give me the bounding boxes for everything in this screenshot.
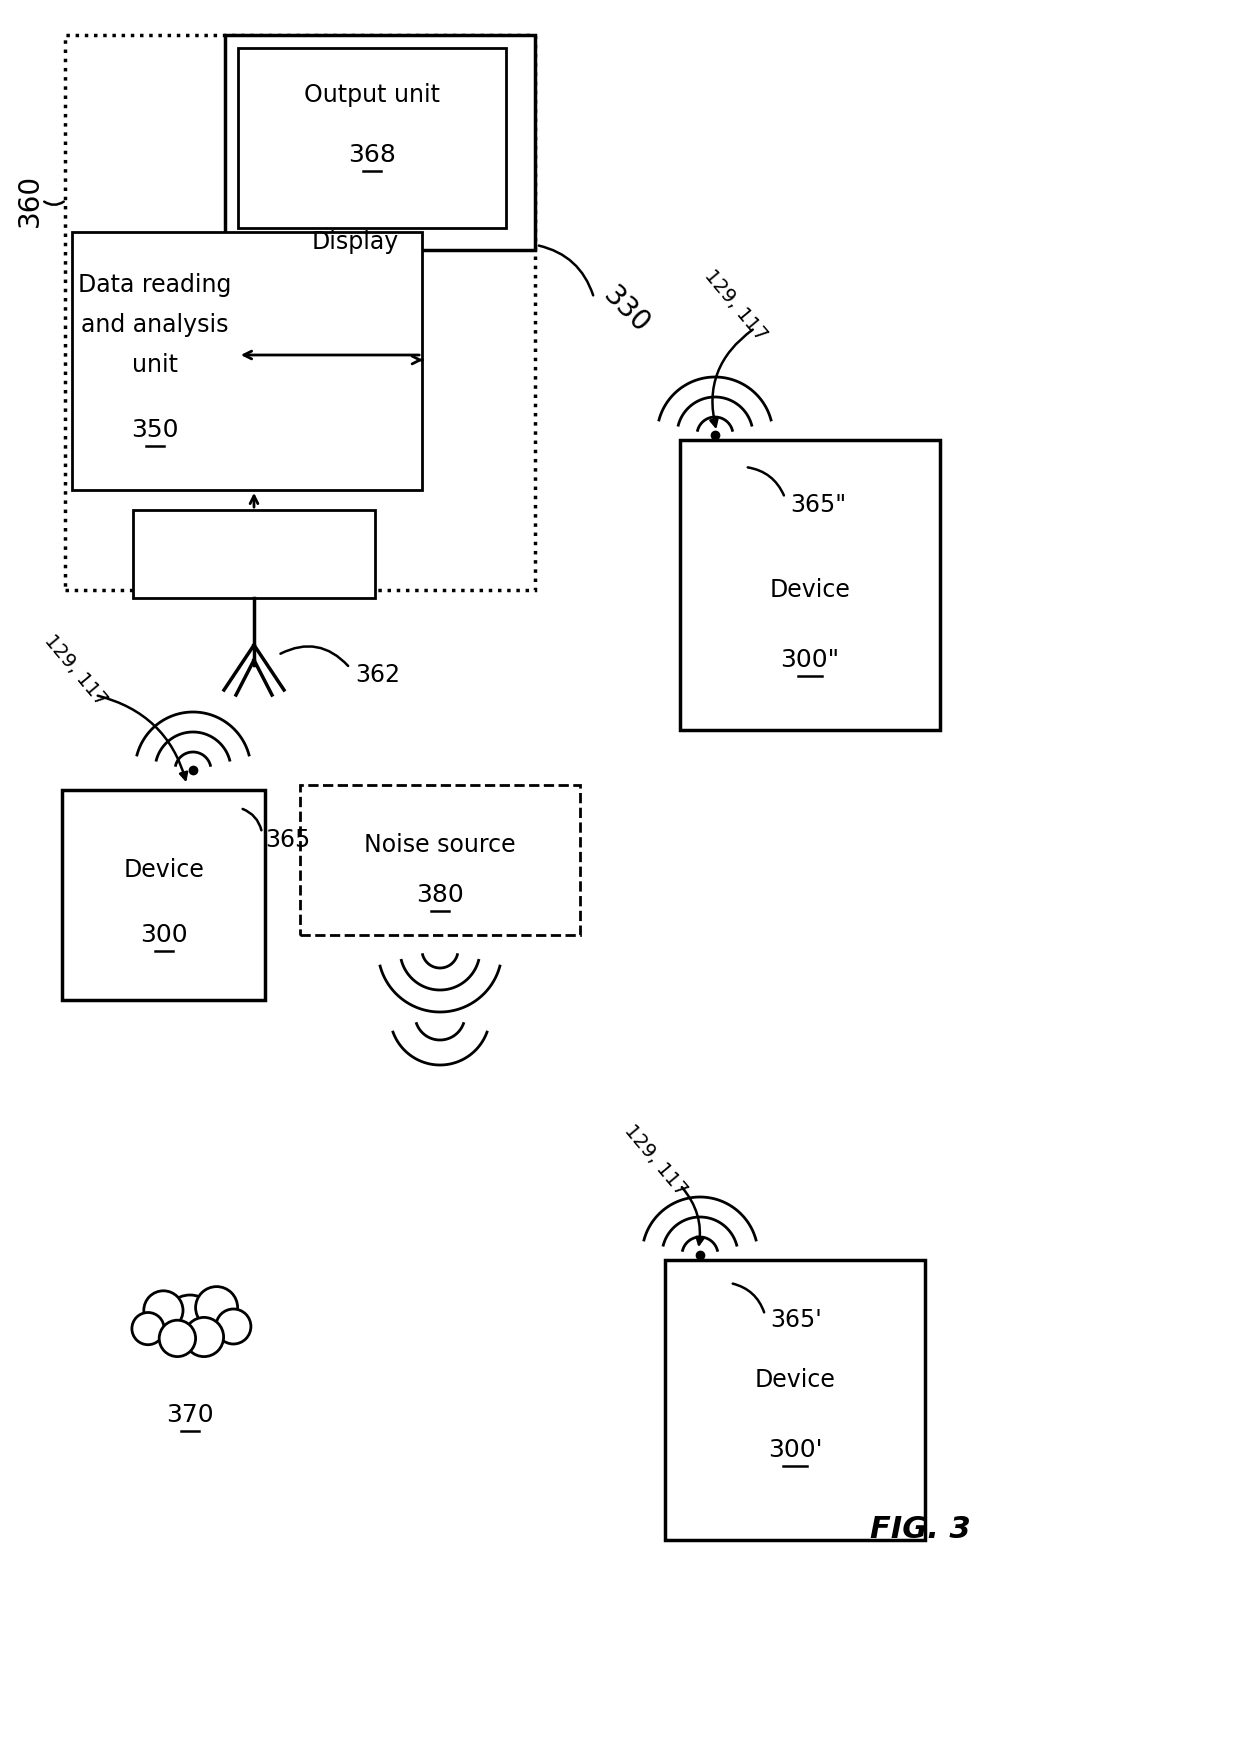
Text: 300: 300 [140,923,187,947]
FancyBboxPatch shape [665,1261,925,1541]
Text: Data reading: Data reading [78,273,232,298]
Text: 129, 117: 129, 117 [701,266,770,345]
Text: and analysis: and analysis [82,313,228,336]
FancyBboxPatch shape [64,35,534,590]
Text: 370: 370 [166,1404,213,1426]
Circle shape [185,1317,223,1356]
Text: Output unit: Output unit [304,83,440,107]
FancyArrowPatch shape [98,696,187,780]
FancyArrowPatch shape [711,329,753,426]
Text: Device: Device [124,858,205,882]
Text: 365': 365' [770,1308,822,1331]
FancyArrowPatch shape [748,467,784,495]
Circle shape [131,1312,164,1345]
FancyArrowPatch shape [682,1187,703,1245]
Text: 362: 362 [355,662,401,687]
Circle shape [216,1308,250,1344]
Text: 380: 380 [417,882,464,907]
FancyArrowPatch shape [45,201,63,204]
FancyBboxPatch shape [300,785,580,935]
Circle shape [196,1287,238,1328]
Circle shape [144,1291,184,1330]
FancyArrowPatch shape [538,245,593,296]
Circle shape [159,1321,196,1356]
Text: 350: 350 [131,417,179,442]
Text: unit: unit [131,352,179,377]
FancyBboxPatch shape [224,35,534,250]
Text: Noise source: Noise source [365,833,516,858]
Text: 368: 368 [348,143,396,167]
Text: 365": 365" [790,493,846,518]
Text: 330: 330 [598,282,656,338]
FancyArrowPatch shape [733,1284,764,1312]
Circle shape [164,1294,217,1349]
Text: 300": 300" [780,648,839,673]
FancyBboxPatch shape [72,232,422,490]
FancyBboxPatch shape [238,48,506,227]
Text: Display: Display [311,231,398,254]
FancyArrowPatch shape [280,646,348,666]
Text: Device: Device [755,1368,836,1391]
Text: Device: Device [770,578,851,602]
FancyArrowPatch shape [243,808,262,829]
FancyBboxPatch shape [680,440,940,731]
Text: FIG. 3: FIG. 3 [869,1516,971,1544]
Text: 300': 300' [768,1439,822,1462]
Text: 360: 360 [16,173,43,227]
Text: 129, 117: 129, 117 [620,1120,691,1199]
FancyBboxPatch shape [62,791,265,1000]
FancyBboxPatch shape [133,511,374,599]
Text: 365: 365 [265,828,310,852]
Text: 129, 117: 129, 117 [40,630,110,710]
